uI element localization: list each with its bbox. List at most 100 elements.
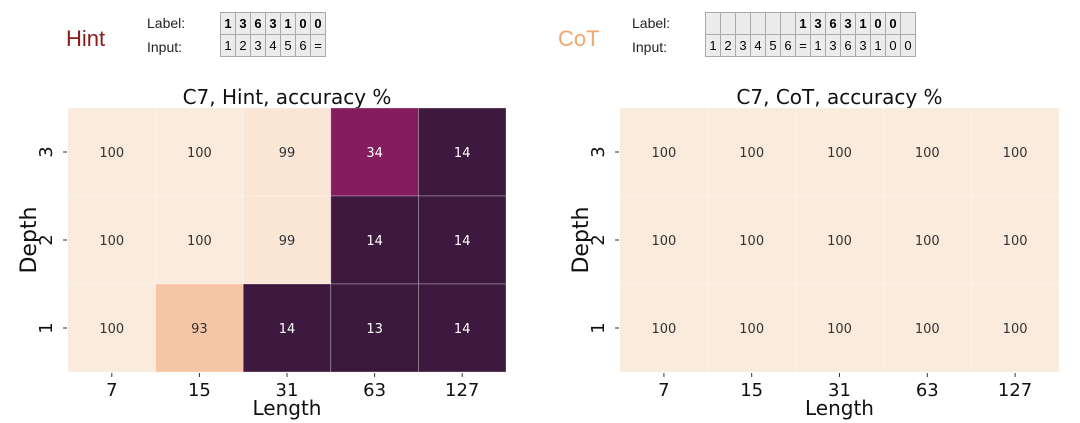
input-caption: Input: (632, 39, 668, 55)
heatmap-cell (242, 283, 332, 373)
cell-value-label: 100 (915, 322, 940, 337)
y-axis-label: Depth (17, 206, 42, 273)
heatmap-cell (67, 195, 156, 285)
x-tick-label: 127 (445, 380, 479, 401)
heatmap-cell (67, 107, 156, 197)
hint-accuracy-heatmap: C7, Hint, accuracy % 100 100 99 34 14 100 100 99… (17, 85, 507, 420)
cot-panel: CoT Label: Input: 1 3 6 3 1 0 0 1 2 3 4 5 6 = 1 3 6 3 1 0 0 … (540, 0, 1080, 423)
heatmap-cell (619, 195, 709, 285)
heatmap-cell (619, 283, 709, 373)
cell-value-label: 100 (739, 234, 764, 249)
cell-value-label: 99 (279, 234, 296, 249)
method-title-hint: Hint (66, 26, 106, 51)
chart-title: C7, Hint, accuracy % (183, 85, 392, 109)
cell-value-label: 14 (454, 234, 471, 249)
input-caption: Input: (147, 39, 183, 55)
heatmap-cell (970, 195, 1060, 285)
x-tick-label: 63 (916, 380, 939, 401)
label-token (900, 12, 916, 35)
label-caption: Label: (147, 15, 186, 31)
heatmap-cell (242, 107, 332, 197)
cell-value-label: 100 (1003, 322, 1028, 337)
cell-value-label: 100 (1003, 146, 1028, 161)
x-tick-label: 7 (106, 380, 117, 401)
cell-value-label: 100 (827, 322, 852, 337)
label-token: 6 (825, 12, 841, 35)
heatmap-cell (707, 283, 797, 373)
label-token: 3 (840, 12, 856, 35)
heatmap-cell (970, 283, 1060, 373)
input-token: 1 (810, 34, 826, 57)
input-token: 0 (900, 34, 916, 57)
cell-value-label: 100 (1003, 234, 1028, 249)
input-token: 3 (735, 34, 751, 57)
input-token: 5 (765, 34, 781, 57)
label-token (765, 12, 781, 35)
heatmap-cell (155, 283, 244, 373)
heatmap-cell (242, 195, 332, 285)
x-tick-label: 15 (188, 380, 211, 401)
cell-value-label: 100 (915, 234, 940, 249)
label-token: 6 (250, 12, 266, 35)
cell-value-label: 14 (454, 146, 471, 161)
method-title-cot: CoT (558, 26, 600, 51)
cell-value-label: 100 (827, 146, 852, 161)
chart-title: C7, CoT, accuracy % (736, 85, 942, 109)
cell-value-label: 100 (99, 146, 124, 161)
x-tick-label: 63 (363, 380, 386, 401)
label-caption: Label: (632, 15, 671, 31)
heatmap-cell (330, 195, 419, 285)
y-tick-label: 1 (36, 322, 57, 333)
input-token: 2 (235, 34, 251, 57)
cell-value-label: 93 (191, 322, 208, 337)
cell-value-label: 13 (366, 322, 383, 337)
cot-accuracy-heatmap: C7, CoT, accuracy % 100 100 100 100 100 100 100… (569, 85, 1060, 420)
input-token: 4 (265, 34, 281, 57)
cell-value-label: 100 (99, 234, 124, 249)
cell-value-label: 99 (279, 146, 296, 161)
cell-value-label: 100 (827, 234, 852, 249)
input-token: = (310, 34, 326, 57)
heatmap-cell (330, 107, 419, 197)
hint-panel: Hint Label: Input: 1 3 6 3 1 0 0 1 2 3 4 5 6 = C7, Hi… (17, 12, 507, 420)
cell-value-label: 100 (187, 146, 212, 161)
input-token: 1 (220, 34, 236, 57)
x-axis-label: Length (253, 396, 322, 420)
heatmap-cell (795, 195, 884, 285)
heatmap-cell (970, 107, 1060, 197)
input-token: 5 (280, 34, 296, 57)
cell-value-label: 14 (366, 234, 383, 249)
heatmap-cell (882, 107, 972, 197)
heatmap-cell (155, 107, 244, 197)
cell-value-label: 100 (651, 234, 676, 249)
y-tick-label: 1 (588, 322, 609, 333)
input-token-row: 1 2 3 4 5 6 = (220, 34, 326, 57)
heatmap-cell (795, 107, 884, 197)
cell-value-label: 14 (279, 322, 296, 337)
heatmap-cell (795, 283, 884, 373)
cell-value-label: 100 (739, 146, 764, 161)
input-token: 1 (705, 34, 721, 57)
label-token: 1 (795, 12, 811, 35)
input-token-row: 1 2 3 4 5 6 = 1 3 6 3 1 0 0 (705, 34, 916, 57)
input-token: 6 (780, 34, 796, 57)
heatmap-cell (882, 195, 972, 285)
heatmap-cell (417, 107, 507, 197)
heatmap-cell (417, 283, 507, 373)
x-axis-label: Length (805, 396, 874, 420)
heatmap-cell (330, 283, 419, 373)
y-tick-label: 3 (588, 146, 609, 157)
cell-value-label: 100 (651, 322, 676, 337)
cell-value-label: 100 (99, 322, 124, 337)
input-token: 4 (750, 34, 766, 57)
cell-value-label: 34 (366, 146, 383, 161)
input-token: = (795, 34, 811, 57)
token-sequence-table: 1 3 6 3 1 0 0 1 2 3 4 5 6 = 1 3 6 3 1 0 0 (705, 12, 916, 57)
label-token: 3 (265, 12, 281, 35)
cell-value-label: 100 (651, 146, 676, 161)
x-tick-label: 127 (998, 380, 1032, 401)
y-tick-label: 2 (588, 234, 609, 245)
y-tick-label: 2 (36, 234, 57, 245)
cell-value-label: 100 (915, 146, 940, 161)
